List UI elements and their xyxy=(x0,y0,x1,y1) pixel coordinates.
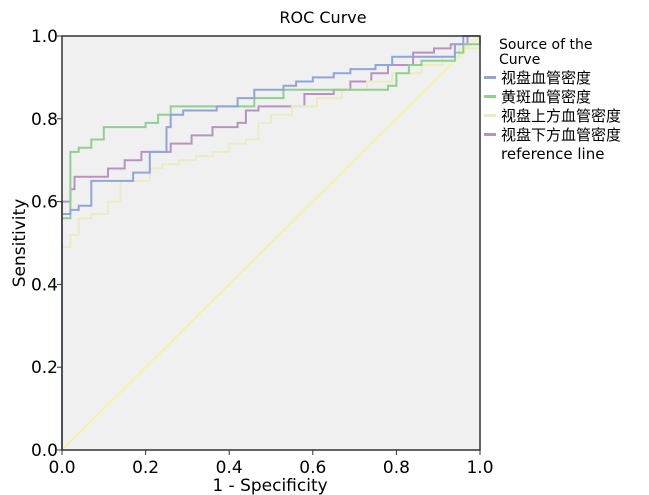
x-axis-label: 1 - Specificity xyxy=(212,476,327,495)
legend-label-1: 黄斑血管密度 xyxy=(501,88,591,106)
x-tick-label: 1.0 xyxy=(466,458,493,478)
series-line-4 xyxy=(61,35,481,451)
legend-label-3: 视盘下方血管密度 xyxy=(501,126,621,144)
legend-label-0: 视盘血管密度 xyxy=(501,69,591,87)
y-axis-label: Sensitivity xyxy=(10,199,30,288)
curves-layer xyxy=(61,35,481,451)
y-tick-label: 0.2 xyxy=(31,358,58,378)
legend-swatch-1 xyxy=(484,95,496,98)
chart-title: ROC Curve xyxy=(279,8,366,27)
legend: Source of the Curve 视盘血管密度黄斑血管密度视盘上方血管密度视… xyxy=(484,37,621,163)
x-axis-ticks: 0.0 0.2 0.4 0.6 0.8 1.0 xyxy=(48,450,494,478)
y-axis-ticks: 0.0 0.2 0.4 0.6 0.8 1.0 xyxy=(31,27,62,461)
x-tick-label: 0.2 xyxy=(132,458,159,478)
legend-label-2: 视盘上方血管密度 xyxy=(501,107,621,125)
x-tick-label: 0.8 xyxy=(383,458,410,478)
plot-frame xyxy=(61,35,481,451)
series-line-1 xyxy=(61,36,481,450)
series-line-0 xyxy=(61,35,480,450)
x-tick-label: 0.4 xyxy=(216,458,243,478)
legend-swatch-3 xyxy=(484,133,496,136)
x-tick-label: 0.0 xyxy=(48,458,75,478)
legend-title: Source of the Curve xyxy=(499,37,592,68)
y-tick-label: 0.8 xyxy=(31,110,58,130)
x-tick-label: 0.6 xyxy=(299,458,326,478)
y-tick-label: 0.6 xyxy=(31,193,58,213)
y-tick-label: 0.0 xyxy=(31,441,58,461)
series-line-3 xyxy=(61,35,480,450)
y-tick-label: 1.0 xyxy=(31,27,58,47)
y-tick-label: 0.4 xyxy=(31,275,58,295)
legend-label-4: reference line xyxy=(501,145,604,163)
legend-swatch-0 xyxy=(484,76,496,79)
legend-swatch-2 xyxy=(484,114,496,117)
